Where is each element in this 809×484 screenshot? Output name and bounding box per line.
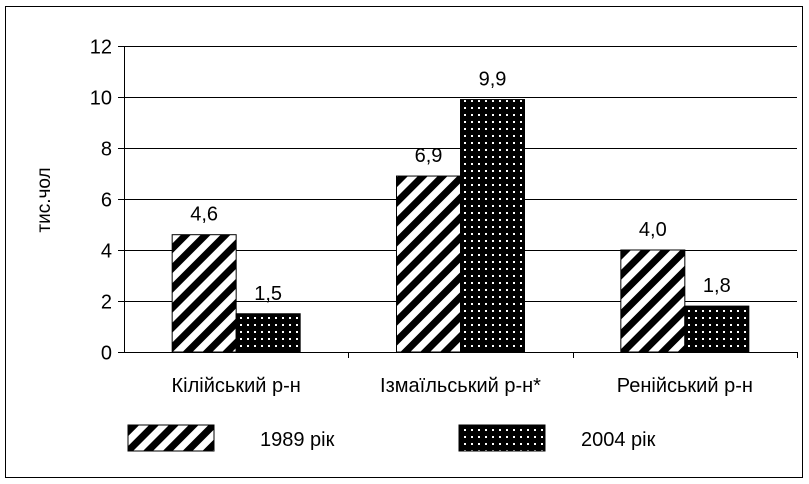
bar-2004-1 xyxy=(460,99,525,353)
bar-1989-1 xyxy=(396,175,461,353)
data-label: 1,8 xyxy=(703,275,731,297)
y-tick-label: 2 xyxy=(101,292,112,314)
y-tick-label: 6 xyxy=(101,190,112,212)
legend: 1989 рік 2004 рік xyxy=(127,424,656,452)
data-label: 6,9 xyxy=(415,145,443,167)
y-tick-label: 0 xyxy=(101,343,112,365)
x-tick-label: Ізмаїльський р-н* xyxy=(380,375,541,397)
x-tick-label: Кілійський р-н xyxy=(172,375,301,397)
legend-label: 2004 рік xyxy=(581,429,656,451)
data-label: 4,6 xyxy=(190,204,218,226)
bars xyxy=(171,99,750,353)
legend-swatch-1989 xyxy=(127,424,215,452)
y-axis-label: тис.чол xyxy=(34,167,55,232)
legend-label: 1989 рік xyxy=(260,429,335,451)
x-tick-label: Ренійський р-н xyxy=(617,375,753,397)
y-tick-label: 12 xyxy=(90,37,112,59)
bar-2004-2 xyxy=(684,305,750,353)
data-label: 1,5 xyxy=(254,283,282,305)
y-tick-label: 4 xyxy=(101,241,112,263)
bar-1989-2 xyxy=(620,249,686,353)
y-tick-label: 10 xyxy=(90,88,112,110)
bar-2004-0 xyxy=(235,313,301,353)
legend-swatch-2004 xyxy=(458,424,546,452)
axes: 0 2 4 6 8 10 12 Кілійський р-н Ізмаїльський р-н*… xyxy=(90,37,798,397)
bar-1989-0 xyxy=(171,234,237,353)
data-label: 4,0 xyxy=(639,219,667,241)
y-tick-label: 8 xyxy=(101,139,112,161)
data-label: 9,9 xyxy=(479,69,507,91)
data-labels: 4,6 1,5 6,9 9,9 4,0 1,8 xyxy=(190,69,730,305)
